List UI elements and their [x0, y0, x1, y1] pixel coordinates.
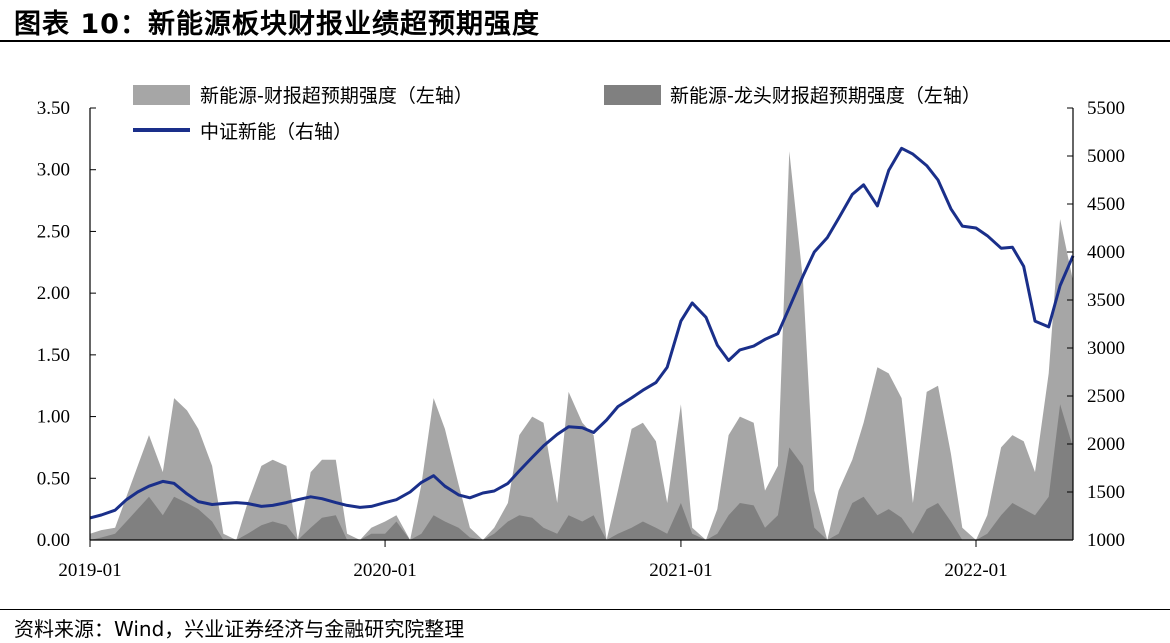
right-axis-tick-label: 2500: [1087, 386, 1125, 407]
series-sector-area: [90, 151, 1073, 540]
right-axis-tick-label: 5500: [1087, 98, 1125, 119]
right-axis-tick-label: 3500: [1087, 290, 1125, 311]
chart: 0.00 0.50 1.00 1.50 2.00 2.50 3.00 3.50 1000 1500…: [37, 85, 1125, 581]
area-layer: [90, 151, 1073, 540]
series-index-line: [89, 146, 1075, 520]
left-axis-tick-label: 1.50: [37, 345, 70, 366]
legend-swatch-sector: [133, 85, 190, 105]
right-axis-tick-label: 3000: [1087, 338, 1125, 359]
line-layer: [89, 146, 1075, 520]
legend: 新能源-财报超预期强度（左轴） 新能源-龙头财报超预期强度（左轴） 中证新能（右轴）: [133, 85, 981, 143]
left-axis-tick-label: 1.00: [37, 407, 70, 428]
x-axis-tick-label: 2021-01: [649, 560, 712, 581]
legend-label-index: 中证新能（右轴）: [200, 121, 352, 143]
right-axis-tick-label: 4500: [1087, 194, 1125, 215]
title-rule: [0, 40, 1170, 42]
legend-swatch-leaders: [604, 85, 661, 105]
legend-label-sector: 新能源-财报超预期强度（左轴）: [200, 85, 473, 107]
x-axis-tick-label: 2019-01: [58, 560, 121, 581]
right-axis-tick-label: 1500: [1087, 482, 1125, 503]
right-axis-tick-label: 4000: [1087, 242, 1125, 263]
figure-title: 图表 10：新能源板块财报业绩超预期强度: [14, 9, 540, 40]
left-axis-tick-label: 2.50: [37, 221, 70, 242]
left-axis-tick-label: 3.50: [37, 98, 70, 119]
left-axis-tick-label: 2.00: [37, 283, 70, 304]
right-axis-tick-label: 5000: [1087, 146, 1125, 167]
legend-label-leaders: 新能源-龙头财报超预期强度（左轴）: [670, 85, 981, 107]
axes-layer: 0.00 0.50 1.00 1.50 2.00 2.50 3.00 3.50 1000 1500…: [37, 98, 1125, 581]
source-rule: [0, 609, 1170, 610]
right-axis-tick-label: 1000: [1087, 530, 1125, 551]
right-axis-tick-label: 2000: [1087, 434, 1125, 455]
series-leaders-area: [90, 404, 1073, 540]
left-axis-tick-label: 0.00: [37, 530, 70, 551]
x-axis-tick-label: 2022-01: [944, 560, 1007, 581]
source-note: 资料来源：Wind，兴业证券经济与金融研究院整理: [14, 617, 465, 641]
x-axis-tick-label: 2020-01: [353, 560, 416, 581]
left-axis-tick-label: 3.00: [37, 160, 70, 181]
left-axis-tick-label: 0.50: [37, 468, 70, 489]
